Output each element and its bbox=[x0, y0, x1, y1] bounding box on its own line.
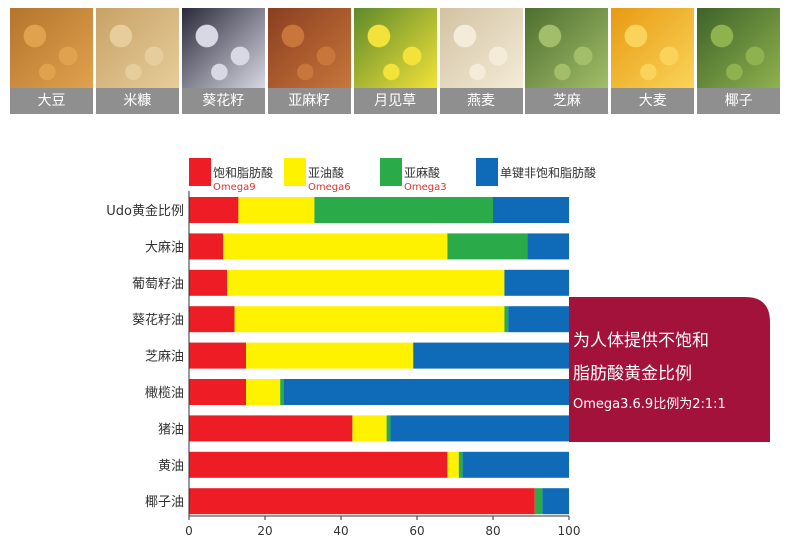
category-label: 芝麻油 bbox=[145, 349, 184, 365]
legend-label: 饱和脂肪酸 bbox=[213, 165, 273, 180]
category-label: 葡萄籽油 bbox=[132, 277, 184, 292]
ingredient-photo bbox=[181, 8, 265, 88]
category-label: 葵花籽油 bbox=[132, 312, 184, 328]
ingredient-tile: 大麦 bbox=[611, 8, 695, 114]
ingredient-photo bbox=[95, 8, 179, 88]
bar-segment bbox=[527, 233, 569, 260]
legend-label: 亚麻酸 bbox=[404, 165, 440, 180]
bar-segment bbox=[189, 269, 227, 296]
ingredient-tile: 葵花籽 bbox=[181, 8, 265, 114]
ingredient-label: 椰子 bbox=[697, 88, 781, 114]
x-tick-label: 0 bbox=[185, 524, 193, 538]
bar-segment bbox=[534, 488, 543, 515]
legend-label: 亚油酸 bbox=[308, 165, 344, 180]
bar-segment bbox=[234, 306, 505, 333]
callout-line-1: 为人体提供不饱和 bbox=[573, 331, 709, 351]
bar-segment bbox=[189, 451, 448, 478]
ingredient-label: 月见草 bbox=[353, 88, 437, 114]
ingredient-photo bbox=[697, 8, 781, 88]
ingredient-tile: 大豆 bbox=[10, 8, 93, 114]
bar-segment bbox=[238, 197, 315, 223]
category-label: 椰子油 bbox=[145, 495, 184, 510]
ingredient-label: 大豆 bbox=[10, 88, 93, 114]
x-tick-label: 100 bbox=[558, 524, 581, 538]
x-tick-label: 80 bbox=[485, 524, 500, 538]
category-label: 猪油 bbox=[158, 422, 184, 437]
legend-swatch bbox=[189, 158, 211, 186]
bar-segment bbox=[504, 306, 509, 333]
ingredient-tile: 米糠 bbox=[95, 8, 179, 114]
bar-segment bbox=[223, 233, 448, 260]
bar-segment bbox=[246, 342, 414, 369]
x-tick-label: 20 bbox=[257, 524, 272, 538]
legend-sublabel: Omega6 bbox=[308, 182, 351, 193]
legend-swatch bbox=[476, 158, 498, 186]
category-label: Udo黄金比例 bbox=[106, 203, 184, 219]
bar-segment bbox=[189, 379, 246, 405]
ingredient-tile: 芝麻 bbox=[525, 8, 609, 114]
ingredient-gallery: 大豆 米糠 葵花籽 亚麻籽 月见草 燕麦 芝麻 大麦 椰子 bbox=[10, 8, 781, 114]
bar-segment bbox=[447, 451, 459, 478]
ingredient-photo bbox=[525, 8, 609, 88]
bar-segment bbox=[246, 379, 281, 405]
bar-segment bbox=[189, 342, 246, 369]
ingredient-photo bbox=[353, 8, 437, 88]
ingredient-photo bbox=[611, 8, 695, 88]
bar-segment bbox=[447, 233, 528, 260]
bar-segment bbox=[504, 269, 569, 296]
legend-sublabel: Omega3 bbox=[404, 182, 447, 193]
ingredient-tile: 椰子 bbox=[697, 8, 781, 114]
ingredient-tile: 月见草 bbox=[353, 8, 437, 114]
legend-swatch bbox=[284, 158, 306, 186]
category-label: 黄油 bbox=[158, 459, 184, 474]
ingredient-label: 米糠 bbox=[95, 88, 179, 114]
bar-segment bbox=[227, 269, 505, 296]
bar-segment bbox=[390, 415, 569, 442]
bar-segment bbox=[189, 415, 353, 442]
bar-segment bbox=[280, 379, 284, 405]
bar-segment bbox=[189, 306, 235, 333]
callout-bubble bbox=[569, 297, 770, 442]
bar-segment bbox=[458, 451, 463, 478]
x-tick-label: 60 bbox=[409, 524, 424, 538]
bar-segment bbox=[493, 197, 569, 223]
legend-label: 单键非饱和脂肪酸 bbox=[500, 165, 596, 180]
ingredient-tile: 亚麻籽 bbox=[267, 8, 351, 114]
ingredient-photo bbox=[267, 8, 351, 88]
bar-segment bbox=[314, 197, 493, 223]
ingredient-photo bbox=[10, 8, 93, 88]
ingredient-label: 燕麦 bbox=[439, 88, 523, 114]
legend-swatch bbox=[380, 158, 402, 186]
bar-segment bbox=[284, 379, 569, 405]
category-label: 橄榄油 bbox=[145, 385, 184, 401]
x-tick-label: 40 bbox=[333, 524, 348, 538]
bar-segment bbox=[413, 342, 569, 369]
bar-segment bbox=[352, 415, 387, 442]
ingredient-label: 亚麻籽 bbox=[267, 88, 351, 114]
ingredient-photo bbox=[439, 8, 523, 88]
bar-segment bbox=[542, 488, 569, 515]
callout-line-2: 脂肪酸黄金比例 bbox=[573, 364, 692, 384]
ingredient-label: 大麦 bbox=[611, 88, 695, 114]
bar-segment bbox=[386, 415, 391, 442]
bar-segment bbox=[462, 451, 569, 478]
ingredient-label: 芝麻 bbox=[525, 88, 609, 114]
bar-segment bbox=[189, 197, 239, 223]
ingredient-label: 葵花籽 bbox=[181, 88, 265, 114]
category-label: 大麻油 bbox=[145, 240, 184, 255]
ingredient-tile: 燕麦 bbox=[439, 8, 523, 114]
bar-segment bbox=[508, 306, 569, 333]
bar-segment bbox=[189, 488, 535, 515]
legend-sublabel: Omega9 bbox=[213, 182, 256, 193]
bar-segment bbox=[189, 233, 224, 260]
callout-line-3: Omega3.6.9比例为2:1:1 bbox=[573, 397, 726, 412]
